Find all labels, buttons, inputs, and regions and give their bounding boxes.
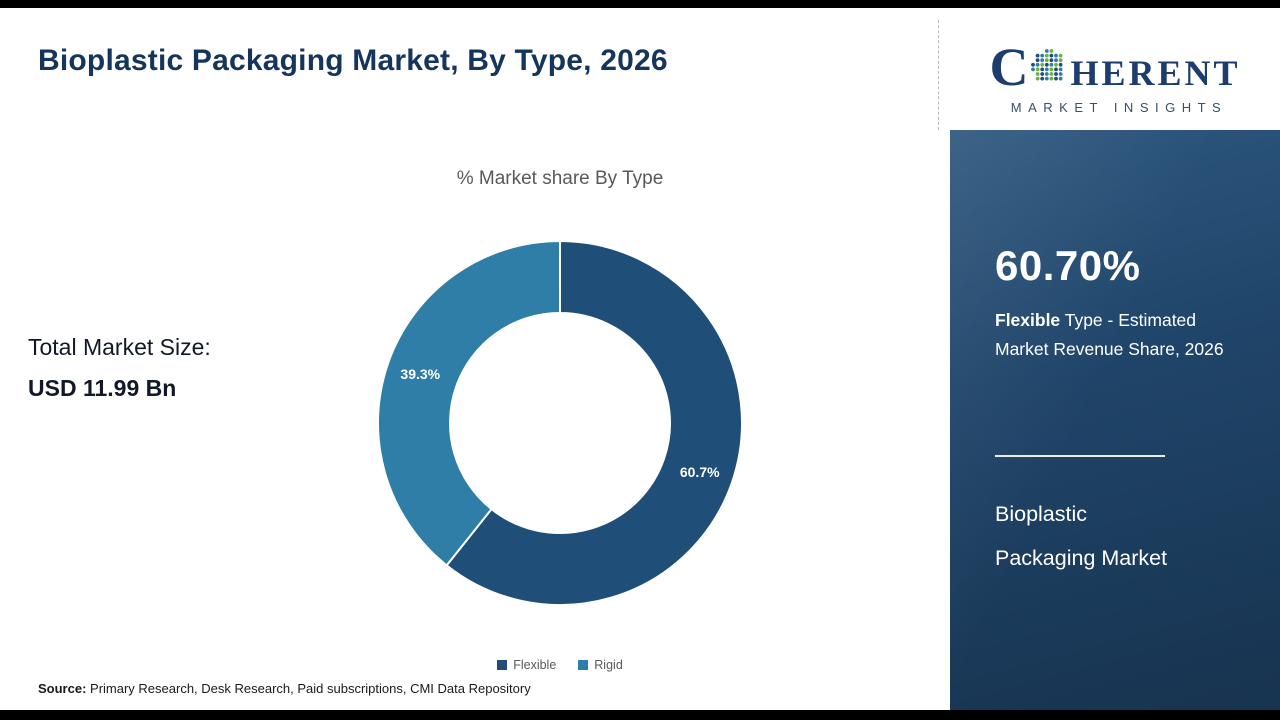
- source-label: Source:: [38, 681, 87, 696]
- donut-segment-rigid: [377, 239, 561, 567]
- logo-wordmark: C HERENT: [989, 40, 1240, 94]
- donut-segment-flexible: [445, 239, 743, 606]
- total-market-size-block: Total Market Size: USD 11.99 Bn: [28, 334, 211, 402]
- page-title: Bioplastic Packaging Market, By Type, 20…: [38, 44, 668, 77]
- legend-swatch-flexible: [497, 660, 508, 670]
- panel-market-name-line1: Bioplastic: [995, 502, 1088, 526]
- legend-label: Rigid: [594, 658, 623, 672]
- source-text: Primary Research, Desk Research, Paid su…: [86, 681, 531, 696]
- logo-separator: [938, 20, 939, 130]
- slice-label-rigid: 39.3%: [400, 366, 440, 382]
- logo-letter-c: C: [989, 36, 1029, 97]
- logo-subtitle: MARKET INSIGHTS: [1010, 99, 1228, 115]
- panel-divider: [995, 455, 1165, 457]
- legend-label: Flexible: [513, 658, 557, 672]
- panel-stat-desc-bold: Flexible: [995, 310, 1061, 330]
- donut-chart: 60.7% 39.3%: [370, 233, 750, 613]
- total-market-size-label: Total Market Size:: [28, 334, 211, 360]
- legend-swatch-rigid: [578, 660, 589, 670]
- chart-title: % Market share By Type: [456, 168, 664, 189]
- globe-dots-icon: [1030, 48, 1068, 91]
- highlight-panel: 60.70% Flexible Type - Estimated Market …: [950, 130, 1280, 710]
- source-line: Source: Primary Research, Desk Research,…: [38, 681, 531, 696]
- panel-stat-desc-rest: Type - Estimated Market Revenue Share, 2…: [995, 310, 1224, 359]
- total-market-size-value: USD 11.99 Bn: [28, 375, 177, 401]
- logo-letters-rest: HERENT: [1070, 52, 1241, 93]
- legend-item-flexible: Flexible: [497, 658, 556, 672]
- panel-stat-value: 60.70%: [995, 242, 1141, 289]
- donut-chart-svg: 60.7% 39.3%: [377, 239, 743, 606]
- slice-label-flexible: 60.7%: [680, 464, 720, 480]
- brand-logo: C HERENT MARKET INSIGHTS: [950, 16, 1280, 138]
- legend-item-rigid: Rigid: [578, 658, 623, 672]
- panel-stat-description: Flexible Type - Estimated Market Revenue…: [995, 306, 1247, 364]
- panel-market-name-line2: Packaging Market: [995, 546, 1168, 571]
- panel-market-name: Bioplastic Packaging Market: [995, 492, 1167, 580]
- chart-legend: Flexible Rigid: [280, 658, 840, 672]
